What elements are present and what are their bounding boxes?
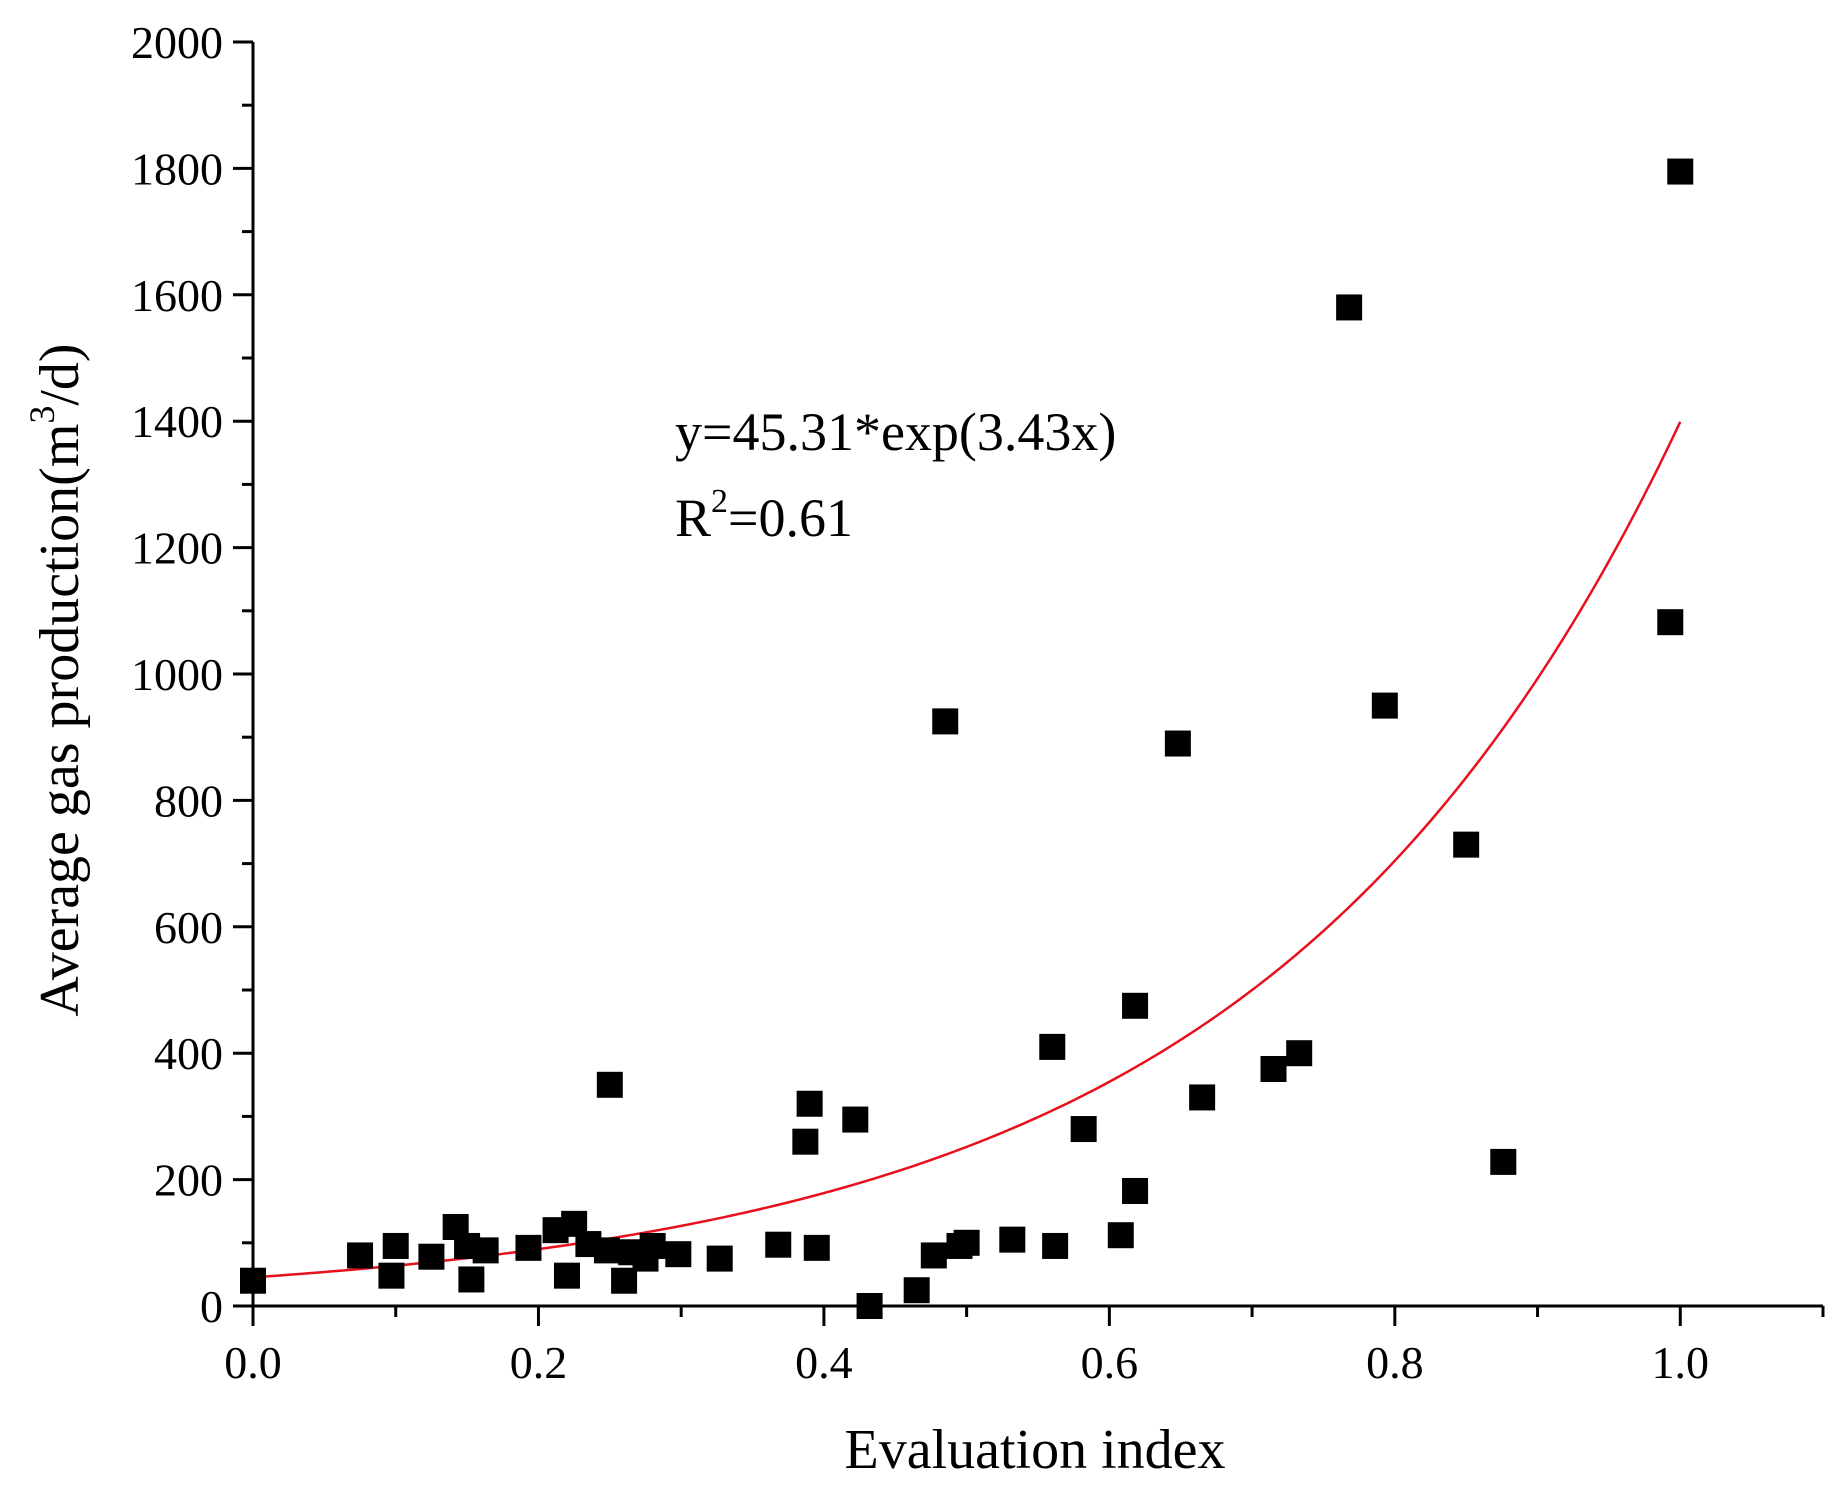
data-point [458, 1266, 485, 1293]
data-point [639, 1232, 666, 1259]
fit-equation: y=45.31*exp(3.43x) [675, 402, 1116, 462]
data-point [1657, 609, 1684, 636]
data-point [554, 1262, 580, 1289]
data-point [596, 1071, 623, 1098]
data-point [953, 1229, 980, 1256]
data-point [515, 1234, 542, 1261]
data-point [842, 1106, 869, 1133]
data-point [472, 1237, 499, 1264]
data-point [1260, 1056, 1287, 1082]
data-point [796, 1090, 823, 1117]
x-tick-label: 0.2 [510, 1337, 568, 1388]
data-point [665, 1241, 692, 1268]
data-point [792, 1128, 819, 1155]
y-tick-label: 400 [154, 1028, 223, 1079]
data-point [1371, 692, 1398, 719]
data-point [803, 1234, 830, 1261]
data-point [1122, 992, 1149, 1019]
data-point [932, 708, 959, 735]
data-point [1286, 1040, 1313, 1067]
data-point [999, 1226, 1026, 1253]
data-point [1122, 1177, 1149, 1204]
data-point [382, 1232, 409, 1259]
data-point [1042, 1232, 1069, 1259]
y-tick-label: 1800 [131, 143, 223, 194]
x-tick-label: 1.0 [1652, 1337, 1710, 1388]
data-point [378, 1262, 405, 1289]
data-point [765, 1231, 792, 1258]
x-axis-title: Evaluation index [844, 1419, 1225, 1481]
x-tick-label: 0.6 [1081, 1337, 1139, 1388]
x-tick-label: 0.4 [795, 1337, 853, 1388]
y-tick-label: 1400 [131, 396, 223, 447]
data-point [593, 1237, 620, 1264]
data-point [920, 1242, 947, 1269]
data-point [418, 1243, 445, 1270]
data-points [240, 158, 1694, 1319]
y-axis-ticks: 0 200 400 600 800 1000 1200 1400 1600 1800 2000 [131, 17, 253, 1332]
data-point [1107, 1222, 1134, 1249]
y-tick-label: 200 [154, 1155, 223, 1206]
y-tick-label: 0 [200, 1281, 223, 1332]
y-tick-label: 600 [154, 902, 223, 953]
data-point [1490, 1148, 1517, 1175]
y-tick-label: 1600 [131, 270, 223, 321]
y-axis-title: Average gas production(m3/d) [22, 343, 91, 1016]
data-point [611, 1267, 638, 1294]
x-tick-label: 0.8 [1366, 1337, 1424, 1388]
x-tick-label: 0.0 [224, 1337, 282, 1388]
data-point [706, 1245, 733, 1272]
data-point [1039, 1033, 1066, 1060]
y-tick-label: 1200 [131, 523, 223, 574]
data-point [903, 1277, 930, 1304]
data-point [1667, 158, 1694, 185]
data-point [1453, 831, 1480, 858]
r-squared-label: R2=0.61 [675, 483, 853, 548]
data-point [1164, 730, 1191, 757]
data-point [1336, 294, 1363, 321]
data-point [1189, 1084, 1216, 1111]
y-tick-label: 800 [154, 775, 223, 826]
x-axis-ticks: 0.0 0.2 0.4 0.6 0.8 1.0 [224, 1306, 1825, 1388]
y-tick-label: 1000 [131, 649, 223, 700]
data-point [347, 1242, 374, 1269]
data-point [1070, 1116, 1097, 1143]
y-tick-label: 2000 [131, 17, 223, 68]
